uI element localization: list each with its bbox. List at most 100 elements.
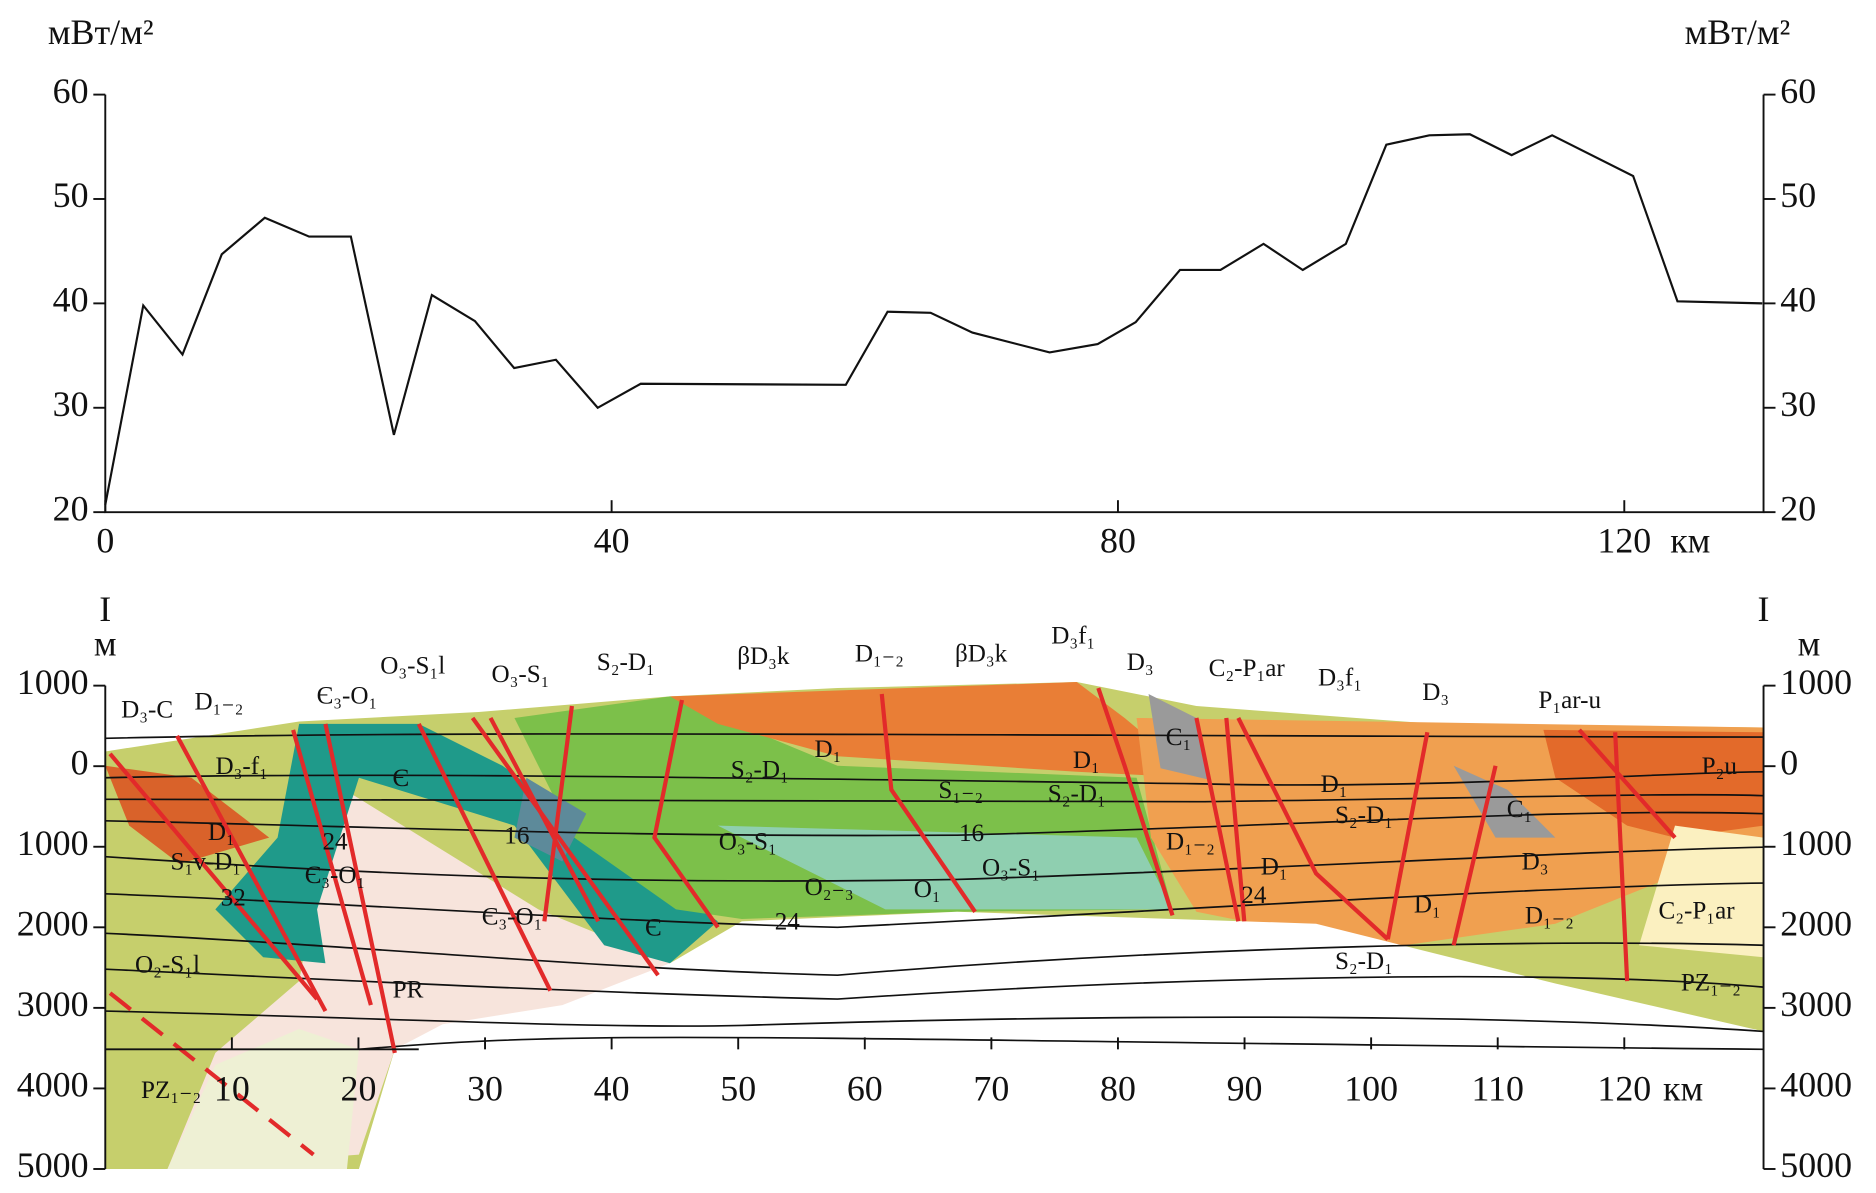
unit-label: 24: [775, 908, 801, 935]
unit-label: 16: [504, 822, 529, 849]
unit-label: D₁: [1321, 771, 1348, 798]
x-tick-label: 110: [1471, 1069, 1523, 1109]
fault-inferred: [108, 991, 315, 1157]
unit-label: Є: [393, 765, 410, 792]
unit-label: O₂-S₁l: [135, 952, 200, 979]
y-tick-label: 1000: [17, 662, 89, 702]
y2-tick-label: 2000: [1780, 904, 1852, 944]
unit-label: D₁₋₂: [194, 688, 243, 715]
unit-label: Є: [645, 914, 662, 941]
geologic-unit: [167, 1029, 359, 1169]
x-tick-label: 90: [1227, 1069, 1263, 1109]
y2-tick-label: 4000: [1780, 1065, 1852, 1105]
unit-label: D₃f₁: [1051, 623, 1095, 650]
unit-label: 24: [322, 828, 348, 855]
y2-unit: м: [1798, 624, 1821, 664]
fault: [1224, 717, 1247, 922]
unit-label: D₁₋₂: [1166, 828, 1215, 855]
y2-tick-label: 3000: [1780, 984, 1852, 1024]
horizon-line: [105, 932, 1764, 977]
x-tick-label: 10: [214, 1069, 250, 1109]
unit-label: P₂u: [1702, 753, 1738, 780]
horizon-line: [105, 968, 1764, 1000]
unit-label: βD₃k: [737, 643, 790, 670]
y-tick-label: 5000: [17, 1145, 89, 1185]
unit-label: D₃: [1422, 679, 1449, 706]
unit-label: S₁₋₂: [938, 777, 983, 804]
unit-label: 16: [959, 820, 984, 847]
horizon-line: [105, 882, 1764, 929]
y2-tick-label: 5000: [1780, 1145, 1852, 1185]
x-tick-label: 30: [467, 1069, 503, 1109]
geologic-unit: [1543, 729, 1764, 838]
unit-label: D₁: [814, 736, 841, 763]
unit-label: O₁: [914, 876, 941, 903]
x-tick-label: 50: [720, 1069, 756, 1109]
unit-label: S₂-D₁: [597, 649, 655, 676]
unit-label: C₁: [1507, 796, 1533, 823]
horizon-line: [358, 1036, 1764, 1051]
y-tick-label: 2000: [17, 904, 89, 944]
unit-label: PZ₁₋₂: [1681, 970, 1741, 997]
fault: [1385, 731, 1430, 940]
unit-label: Є₃-O₁: [317, 682, 378, 709]
y-tick-label: 3000: [17, 984, 89, 1024]
geologic-units: [105, 682, 1764, 1169]
fault: [542, 705, 574, 922]
horizon-line: [105, 846, 1764, 882]
unit-label: D₁: [208, 819, 235, 846]
y-unit: м: [94, 624, 117, 664]
geologic-unit: [1639, 825, 1764, 958]
x-unit: км: [1670, 521, 1710, 561]
geologic-unit: [105, 765, 270, 864]
geologic-unit: [1453, 765, 1556, 838]
unit-label: D₁: [1414, 892, 1441, 919]
y2-tick-label: 20: [1780, 488, 1816, 528]
horizon-line: [105, 733, 1764, 740]
unit-label: S₂-D₁: [731, 757, 789, 784]
fault: [1236, 717, 1390, 941]
y-tick-label: 50: [53, 175, 89, 215]
y-tick-label: 30: [53, 384, 89, 424]
profile-start: I: [99, 589, 111, 629]
unit-label: PR: [393, 977, 424, 1004]
unit-label: D₁: [1073, 747, 1100, 774]
x-tick-label: 80: [1100, 521, 1136, 561]
unit-label: D₃-C: [121, 697, 173, 724]
x-tick-label: 60: [847, 1069, 883, 1109]
unit-label: D₃: [1522, 849, 1549, 876]
y2-unit: мВт/м²: [1685, 12, 1791, 52]
fault: [652, 699, 720, 929]
unit-label: 24: [1241, 882, 1267, 909]
unit-label: D₁: [1261, 853, 1288, 880]
horizon-line: [105, 1010, 1764, 1033]
unit-label: C₂-P₁ar: [1658, 898, 1735, 925]
y2-tick-label: 1000: [1780, 823, 1852, 863]
x-tick-label: 20: [341, 1069, 377, 1109]
fault: [488, 716, 601, 923]
unit-label: S₂-D₁: [1335, 802, 1393, 829]
y-tick-label: 4000: [17, 1065, 89, 1105]
y2-tick-label: 0: [1780, 742, 1798, 782]
y-tick-label: 1000: [17, 823, 89, 863]
y2-tick-label: 50: [1780, 175, 1816, 215]
x-tick-label: 120: [1597, 1069, 1651, 1109]
unit-label: P₁ar-u: [1538, 687, 1601, 714]
x-tick-label: 0: [96, 521, 114, 561]
y2-tick-label: 1000: [1780, 662, 1852, 702]
y-tick-label: 20: [53, 488, 89, 528]
x-tick-label: 100: [1344, 1069, 1398, 1109]
fault: [470, 716, 660, 977]
x-tick-label: 120: [1597, 521, 1651, 561]
unit-label: βD₃k: [955, 640, 1008, 667]
unit-label: D₃: [1127, 649, 1154, 676]
unit-label: D₃f₁: [1318, 664, 1362, 691]
unit-label: D₃-f₁: [215, 753, 267, 780]
fault: [416, 722, 553, 992]
y-unit: мВт/м²: [48, 12, 154, 52]
unit-label: C₁: [1166, 724, 1192, 751]
fault: [879, 693, 977, 913]
unit-label: 32: [221, 885, 246, 912]
